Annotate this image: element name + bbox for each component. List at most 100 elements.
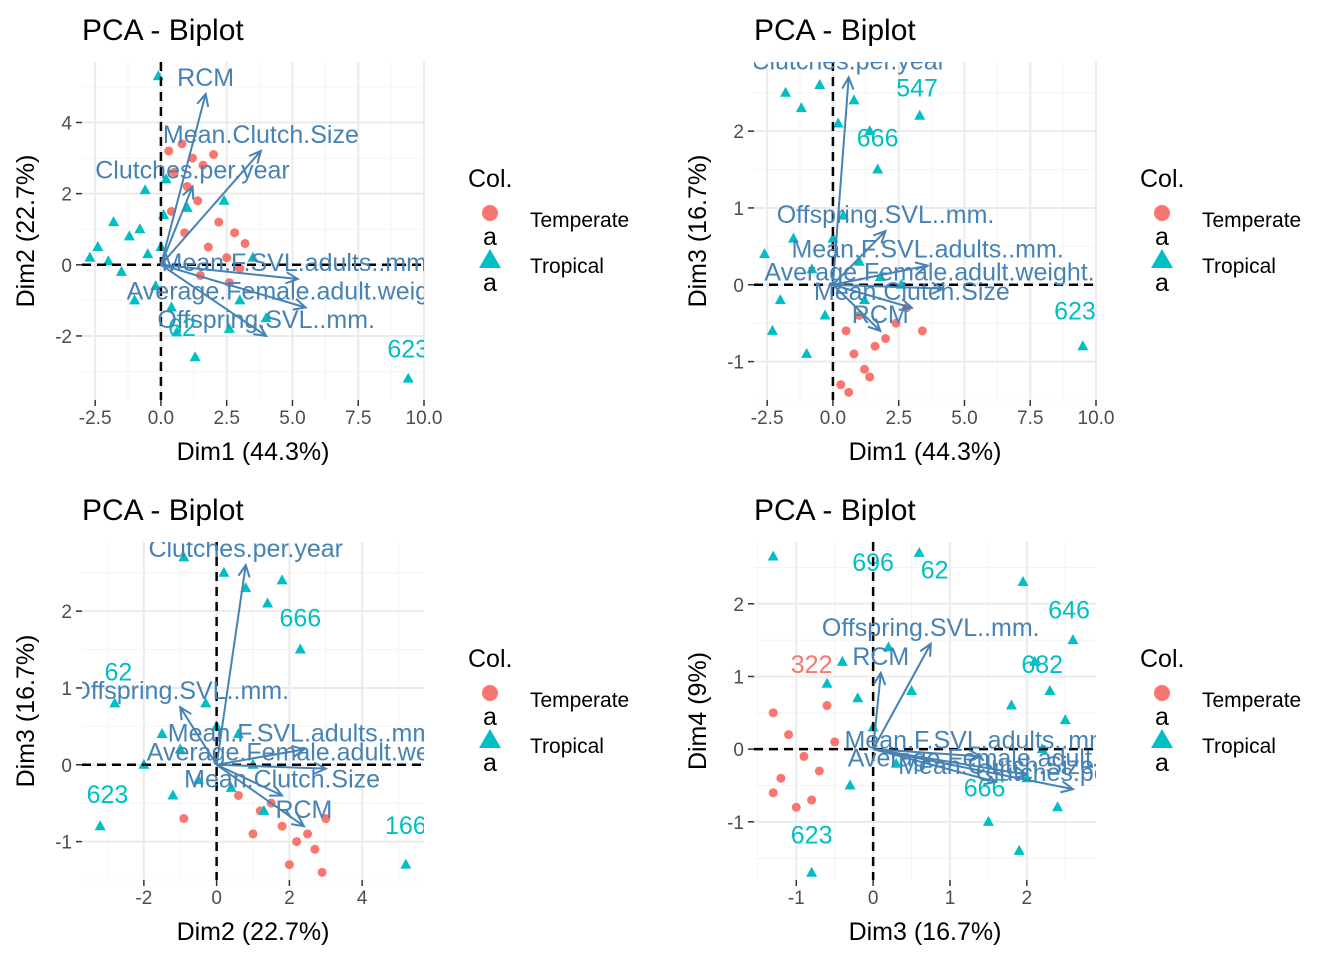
loading-arrowhead [182, 184, 195, 200]
loading-arrowhead [1014, 766, 1030, 780]
point-temperate [822, 701, 832, 711]
point-tropical [801, 347, 813, 358]
point-label: 62 [168, 314, 196, 342]
legend: Col. a Temperate a Tropical [1140, 165, 1301, 297]
point-tropical [780, 86, 792, 97]
x-tick-label: 0.0 [148, 408, 174, 429]
legend-key-temperate-icon [482, 205, 498, 221]
chart-title: PCA - Biplot [82, 494, 244, 527]
legend-title: Col. [468, 165, 512, 193]
x-tick-label: 2.5 [885, 408, 911, 429]
point-tropical [787, 232, 799, 243]
point-label: 666 [279, 605, 321, 633]
point-temperate [830, 737, 840, 747]
loading-arrow [159, 186, 194, 266]
variable-label: Average.Female.adult.weight..g. [764, 259, 1122, 287]
legend-key-tropical-icon [1151, 729, 1173, 748]
point-tropical [123, 230, 135, 241]
point-tropical [260, 312, 272, 323]
variable-label: Mean.Clutch.Size [898, 752, 1094, 780]
loading-arrowhead [872, 229, 888, 244]
x-tick-label: -2 [135, 888, 152, 909]
point-temperate [870, 341, 880, 351]
point-label: 322 [791, 651, 833, 679]
point-tropical [108, 216, 120, 227]
loading-arrow [872, 643, 932, 750]
loading-arrowhead [919, 641, 932, 657]
point-label: 623 [87, 781, 129, 809]
legend-key-temperate-icon [482, 685, 498, 701]
point-tropical [819, 309, 831, 320]
point-temperate [203, 242, 213, 252]
legend-key-tropical-icon [479, 249, 501, 268]
variable-label: Mean.Clutch.Size [184, 766, 380, 794]
x-axis-title: Dim1 (44.3%) [177, 438, 330, 466]
variable-label: Clutches.per.year [95, 157, 290, 185]
loading-arrow [179, 706, 218, 766]
point-temperate [248, 829, 258, 839]
plot-area [754, 62, 1096, 400]
point-tropical [165, 301, 177, 312]
point-temperate [179, 814, 189, 824]
loading-arrow [160, 150, 262, 266]
point-tropical [795, 102, 807, 113]
point-temperate [784, 730, 794, 740]
variable-label: RCM [177, 64, 234, 92]
x-tick-label: 7.5 [1017, 408, 1043, 429]
point-tropical [102, 255, 114, 266]
point-temperate [865, 372, 875, 382]
x-tick-label: 2 [1022, 888, 1033, 909]
x-tick-label: -2.5 [751, 408, 784, 429]
point-temperate [317, 867, 327, 877]
loading-arrowhead [196, 91, 210, 107]
variable-label: RCM [852, 643, 909, 671]
point-tropical [1044, 685, 1056, 696]
point-temperate [198, 160, 208, 170]
point-label: 547 [896, 75, 938, 103]
variable-label: Offspring.SVL..mm. [71, 677, 289, 705]
variable-label: Offspring.SVL..mm. [777, 201, 995, 229]
point-tropical [853, 255, 865, 266]
variable-label: RCM [275, 796, 332, 824]
loading-arrowhead [269, 784, 285, 797]
point-temperate [177, 139, 187, 149]
plot-area [82, 62, 424, 400]
y-tick-label: 1 [61, 679, 72, 700]
point-tropical [806, 263, 818, 274]
point-temperate [799, 751, 809, 761]
point-temperate [164, 146, 174, 156]
y-tick-label: -1 [55, 833, 72, 854]
point-label: 682 [1021, 651, 1063, 679]
x-tick-label: -1 [788, 888, 805, 909]
point-tropical [276, 574, 288, 585]
variable-label: Mean.Clutch.Size [814, 278, 1010, 306]
x-tick-label: 5.0 [951, 408, 977, 429]
point-tropical [150, 280, 162, 291]
biplot-panel-3: 666 623 166 62 Clutches.per.year Offspring.SV… [12, 494, 629, 946]
point-tropical [181, 201, 193, 212]
legend-title: Col. [1140, 645, 1184, 673]
y-tick-label: 2 [733, 122, 744, 143]
loading-arrowhead [285, 271, 301, 285]
loading-arrowhead [290, 814, 306, 828]
loading-arrowhead [248, 149, 263, 164]
loading-arrow [872, 672, 882, 750]
loading-arrowhead [873, 670, 887, 686]
point-temperate [303, 829, 313, 839]
y-tick-label: 1 [733, 199, 744, 220]
point-tropical [836, 655, 848, 666]
y-tick-label: -1 [727, 353, 744, 374]
point-tropical [160, 173, 172, 184]
loading-arrow [832, 264, 928, 286]
point-temperate [321, 814, 331, 824]
loading-arrow [216, 748, 305, 766]
legend-item-label: Tropical [530, 735, 604, 758]
point-tropical [913, 546, 925, 557]
point-tropical [400, 858, 412, 869]
point-temperate [768, 708, 778, 718]
point-tropical [402, 372, 414, 383]
x-tick-label: -2.5 [79, 408, 112, 429]
point-tropical [258, 804, 270, 815]
loading-arrowhead [968, 749, 984, 763]
